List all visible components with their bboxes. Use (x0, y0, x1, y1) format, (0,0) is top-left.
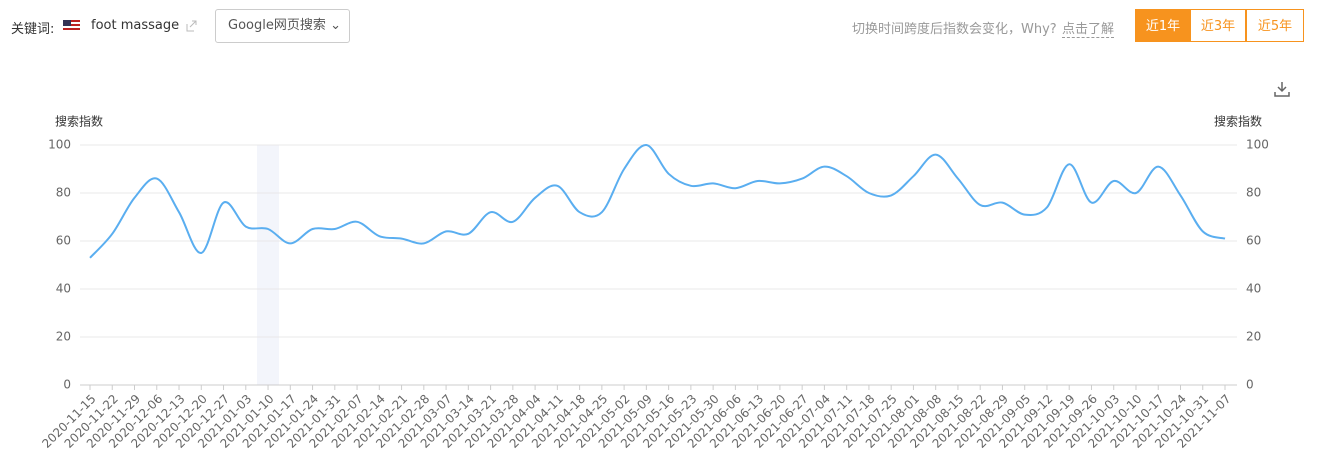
y2-tick-label: 60 (1246, 234, 1261, 248)
y-tick-label: 20 (56, 330, 71, 344)
y2-tick-label: 0 (1246, 378, 1254, 392)
chart: 搜索指数 搜索指数 0204060801000204060801002020-1… (39, 114, 1269, 451)
note: 切换时间跨度后指数会变化，Why? (852, 22, 1057, 37)
y2-tick-label: 100 (1246, 138, 1269, 152)
series-line (89, 144, 1226, 259)
y2-tick-label: 80 (1246, 186, 1261, 200)
hover-band (257, 145, 279, 385)
range-button[interactable]: 近5年 (1246, 9, 1304, 42)
y-tick-label: 80 (56, 186, 71, 200)
keyword: foot massage (91, 18, 180, 33)
y2-tick-label: 20 (1246, 330, 1261, 344)
y2-tick-label: 40 (1246, 282, 1261, 296)
y-tick-label: 40 (56, 282, 71, 296)
source: Google网页搜索 (228, 18, 326, 33)
range-button[interactable]: 近3年 (1190, 9, 1246, 42)
learn-link[interactable]: 点击了解 (1062, 18, 1115, 38)
flag (63, 20, 80, 32)
y-axis-label: 搜索指数 (55, 114, 103, 129)
share-icon[interactable] (185, 20, 197, 32)
download-icon[interactable] (1273, 80, 1291, 98)
range-button[interactable]: 近1年 (1135, 9, 1191, 42)
y2-axis-label: 搜索指数 (1214, 114, 1262, 129)
y-tick-label: 100 (48, 138, 71, 152)
y-tick-label: 0 (63, 378, 71, 392)
y-tick-label: 60 (56, 234, 71, 248)
keyword-label: 关键词: (11, 22, 55, 37)
source-select[interactable]: Google网页搜索 ⌄ (215, 9, 350, 43)
